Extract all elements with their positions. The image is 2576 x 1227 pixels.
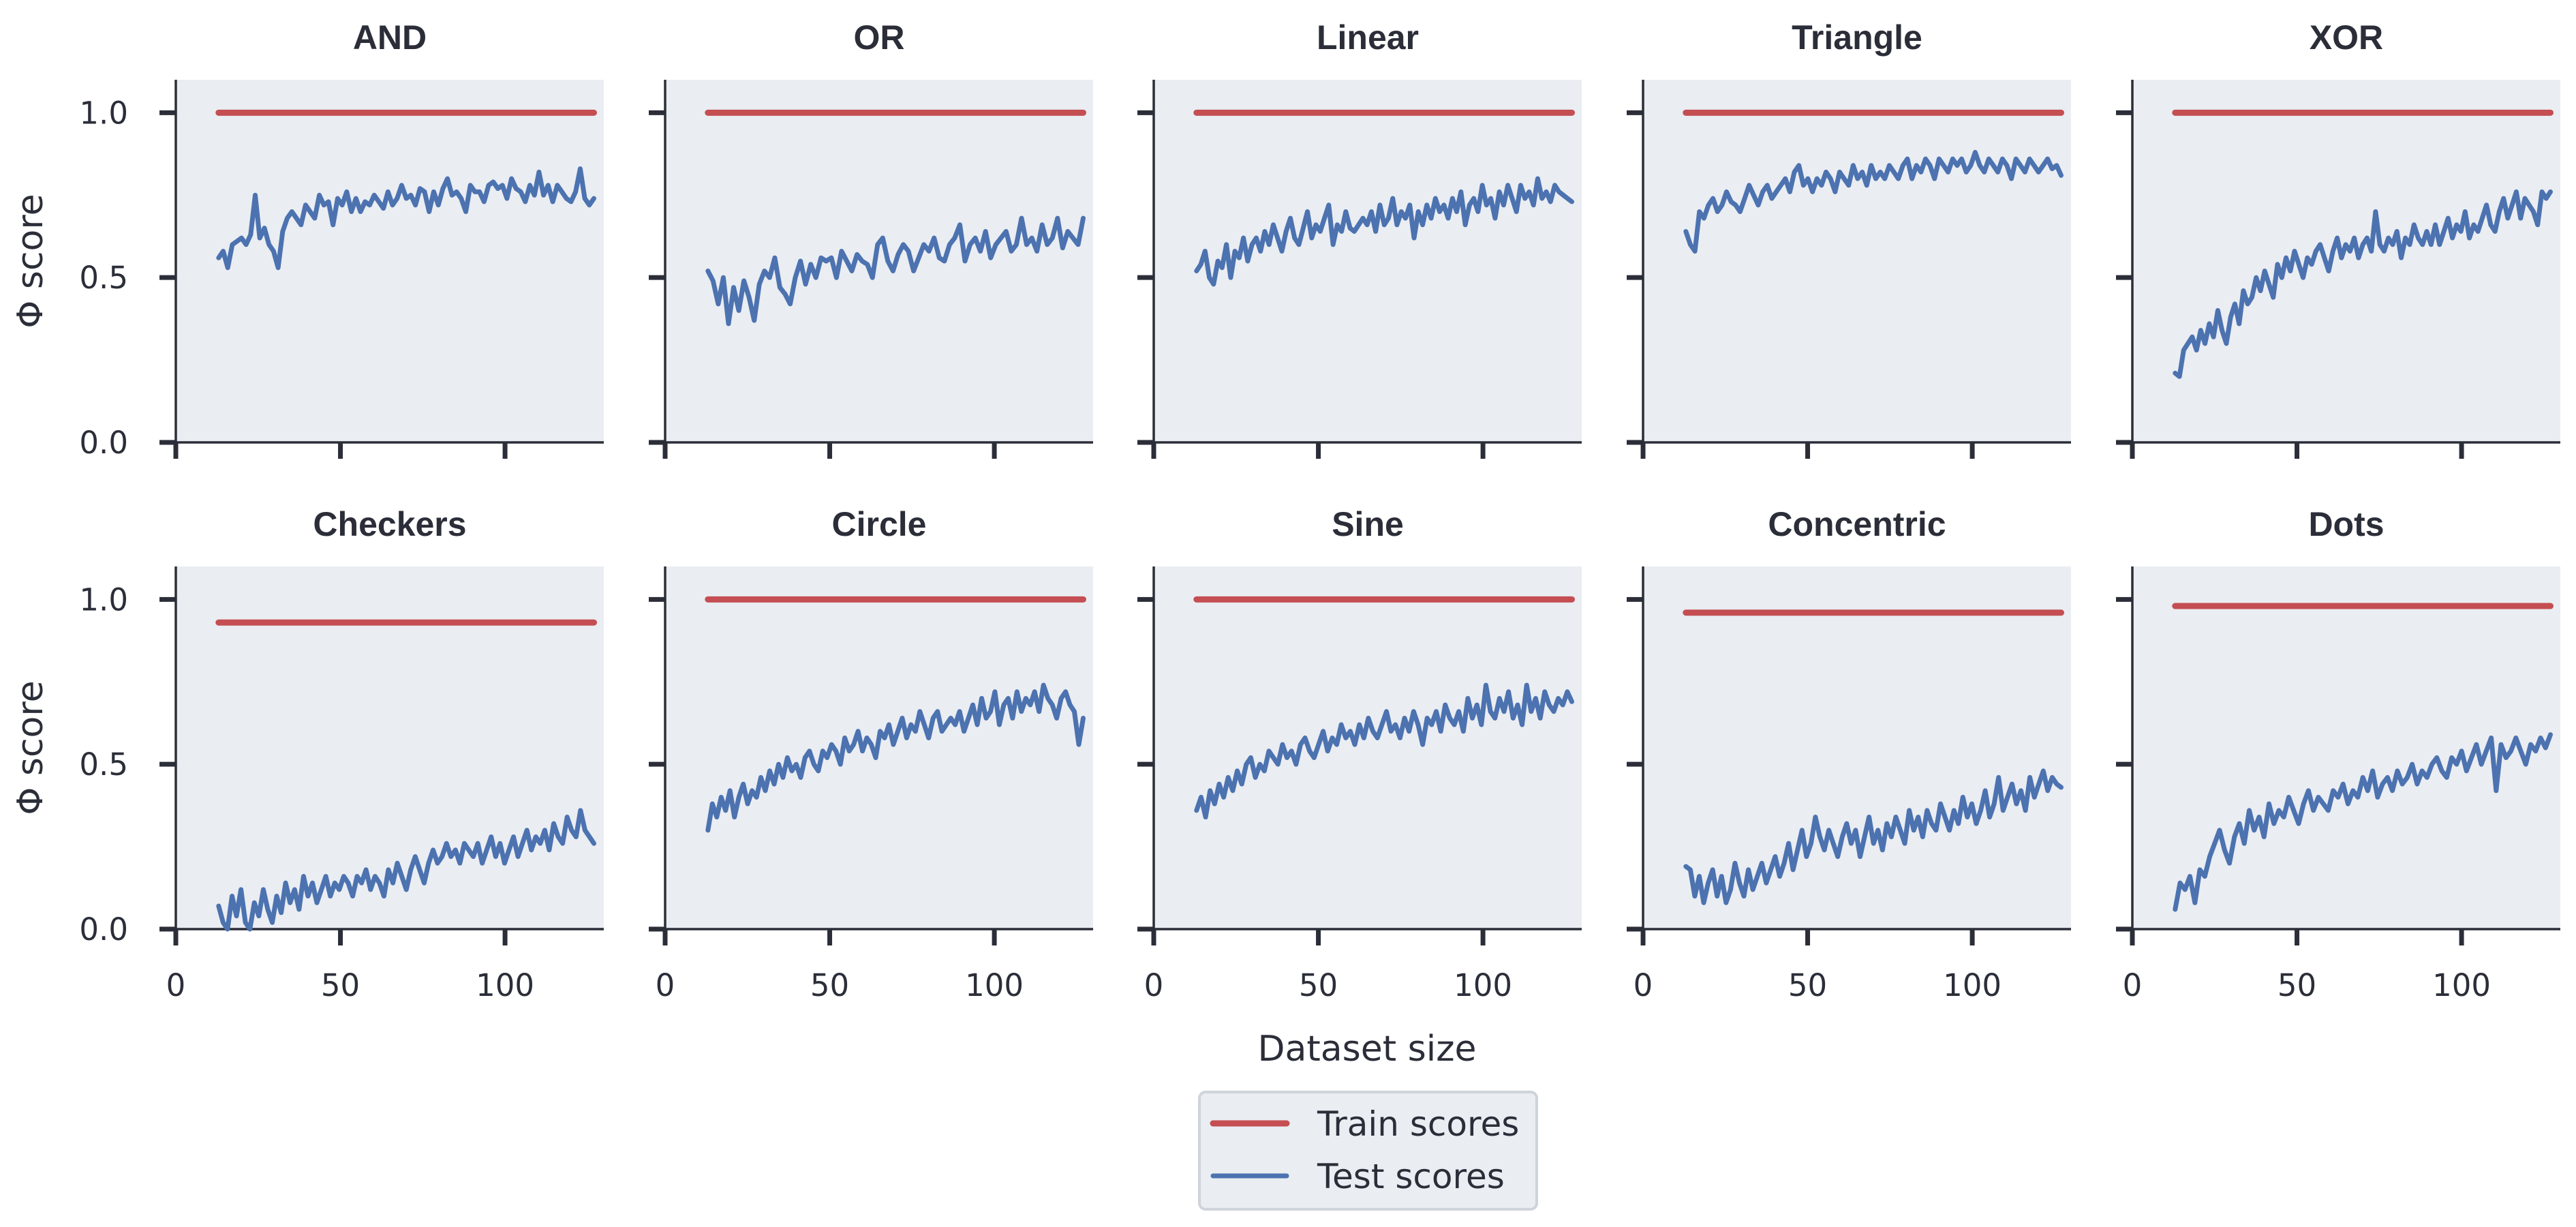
panel-triangle: Triangle xyxy=(1627,18,2071,459)
x-tick-label: 100 xyxy=(965,967,1024,1003)
legend: Train scores Test scores xyxy=(1199,1092,1537,1209)
x-tick-label: 50 xyxy=(1788,967,1827,1003)
panel-title-xor: XOR xyxy=(2310,18,2383,57)
y-tick-label: 0.5 xyxy=(79,746,128,783)
panel-title-and: AND xyxy=(353,18,427,57)
panel-title-checkers: Checkers xyxy=(313,505,466,543)
y-tick-label: 1.0 xyxy=(79,95,128,131)
x-tick-label: 100 xyxy=(1943,967,2002,1003)
plot-area-and xyxy=(176,80,604,442)
x-tick-label: 0 xyxy=(1634,967,1653,1003)
plot-area-xor xyxy=(2132,80,2560,442)
x-tick-label: 50 xyxy=(1299,967,1338,1003)
plot-area-sine xyxy=(1154,566,1582,929)
y-tick-label: 1.0 xyxy=(79,581,128,618)
y-axis-label: Φ score xyxy=(10,194,51,328)
panel-title-linear: Linear xyxy=(1317,18,1419,57)
panel-title-sine: Sine xyxy=(1332,505,1404,543)
panel-title-or: OR xyxy=(854,18,905,57)
panel-sine: Sine 0 50 100 xyxy=(1137,505,1582,1003)
legend-test-label: Test scores xyxy=(1317,1157,1505,1196)
panel-concentric: Concentric 0 50 100 xyxy=(1627,505,2071,1003)
plot-area-or xyxy=(665,80,1093,442)
panel-circle: Circle 0 50 100 xyxy=(649,505,1093,1003)
panel-checkers: Checkers 0.0 0.5 1.0 0 50 100 Φ score xyxy=(10,505,604,1003)
x-tick-label: 50 xyxy=(321,967,360,1003)
panel-or: OR xyxy=(649,18,1093,459)
x-tick-label: 100 xyxy=(1454,967,1512,1003)
x-tick-label: 0 xyxy=(1144,967,1164,1003)
panel-title-concentric: Concentric xyxy=(1768,505,1946,543)
x-tick-label: 50 xyxy=(2278,967,2316,1003)
panel-title-circle: Circle xyxy=(832,505,927,543)
plot-area-concentric xyxy=(1643,566,2071,929)
panel-xor: XOR xyxy=(2116,18,2560,459)
panel-title-triangle: Triangle xyxy=(1792,18,1922,57)
legend-train-label: Train scores xyxy=(1317,1104,1519,1144)
x-axis-label: Dataset size xyxy=(1258,1029,1477,1070)
y-tick-label: 0.0 xyxy=(79,911,128,948)
x-tick-label: 100 xyxy=(2432,967,2491,1003)
panel-title-dots: Dots xyxy=(2308,505,2384,543)
plot-area-triangle xyxy=(1643,80,2071,442)
panels-group: AND 0.0 0.5 1.0 Φ score OR Linear Triangle XOR Ch… xyxy=(10,18,2560,1003)
x-tick-label: 50 xyxy=(810,967,849,1003)
panel-dots: Dots 0 50 100 xyxy=(2116,505,2560,1003)
x-tick-label: 100 xyxy=(476,967,534,1003)
x-tick-label: 0 xyxy=(166,967,186,1003)
plot-area-dots xyxy=(2132,566,2560,929)
panel-and: AND 0.0 0.5 1.0 Φ score xyxy=(10,18,604,461)
x-tick-label: 0 xyxy=(2123,967,2143,1003)
panel-linear: Linear xyxy=(1137,18,1582,459)
y-tick-label: 0.5 xyxy=(79,260,128,296)
x-tick-label: 0 xyxy=(656,967,675,1003)
y-tick-label: 0.0 xyxy=(79,425,128,461)
y-axis-label: Φ score xyxy=(10,680,51,815)
